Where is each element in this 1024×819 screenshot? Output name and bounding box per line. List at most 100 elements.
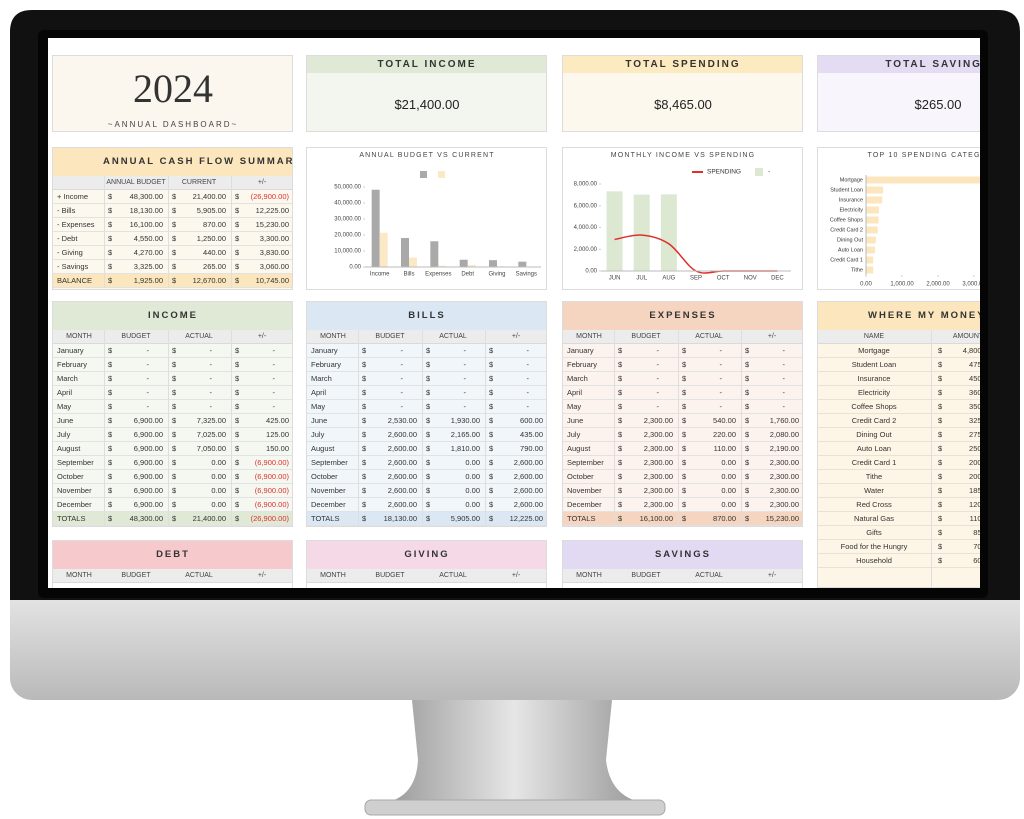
currency: $ bbox=[108, 360, 113, 369]
cell-value: 16,100.00 bbox=[639, 514, 673, 523]
currency: $ bbox=[362, 346, 367, 355]
row-label: TOTALS bbox=[57, 514, 86, 523]
row-label: + Income bbox=[57, 192, 89, 201]
cell-value: 150.00 bbox=[266, 444, 289, 453]
table-row bbox=[307, 386, 546, 400]
currency: $ bbox=[426, 500, 431, 509]
income-panel: INCOME MONTH BUDGET ACTUAL +/- January $ - $ - $ - F… bbox=[52, 301, 293, 527]
total-card: TOTAL SAVINGS $265.00 bbox=[817, 55, 980, 132]
row-label: February bbox=[57, 360, 88, 369]
bills-title-band bbox=[307, 302, 546, 330]
cell-value: 21,400.00 bbox=[192, 514, 226, 523]
currency: $ bbox=[172, 206, 177, 215]
table-row bbox=[53, 442, 292, 456]
cell-value: (6,900.00) bbox=[254, 486, 289, 495]
cell-value: 0.00 bbox=[465, 458, 480, 467]
expenses-panel: EXPENSES MONTH BUDGET ACTUAL +/- January $ - $ - $… bbox=[562, 301, 803, 527]
tick-label: 0.00 bbox=[585, 269, 597, 275]
column-header: ACTUAL bbox=[695, 572, 723, 579]
cell-value: - bbox=[146, 388, 150, 397]
debt-panel: DEBT MONTH BUDGET ACTUAL +/- bbox=[52, 540, 293, 588]
currency: $ bbox=[235, 220, 240, 229]
row-label: February bbox=[311, 360, 342, 369]
column-header: MONTH bbox=[320, 572, 346, 579]
category-label: Student Loan bbox=[830, 187, 863, 193]
tick-label: 6,000.00 bbox=[574, 203, 598, 209]
table-row bbox=[563, 400, 802, 414]
currency: $ bbox=[745, 402, 750, 411]
cell-value: 0.00 bbox=[211, 500, 226, 509]
currency: $ bbox=[108, 458, 113, 467]
bills-title: BILLS bbox=[408, 310, 446, 321]
savings-title: SAVINGS bbox=[654, 549, 712, 560]
cell-value: - bbox=[400, 346, 404, 355]
cell-value: 21,400.00 bbox=[192, 192, 226, 201]
category-label: Tithe bbox=[851, 267, 863, 273]
card-value: $265.00 bbox=[914, 97, 962, 112]
currency: $ bbox=[235, 206, 240, 215]
cell-value: - bbox=[272, 346, 276, 355]
currency: $ bbox=[362, 402, 367, 411]
row-label: June bbox=[311, 416, 328, 425]
currency: $ bbox=[938, 402, 943, 411]
currency: $ bbox=[172, 416, 177, 425]
currency: $ bbox=[108, 374, 113, 383]
tick-label: OCT bbox=[717, 276, 730, 282]
currency: $ bbox=[745, 458, 750, 467]
currency: $ bbox=[108, 472, 113, 481]
column-header: BUDGET bbox=[375, 572, 405, 579]
currency: $ bbox=[362, 514, 367, 523]
row-label: October bbox=[57, 472, 84, 481]
cell-value: 2,300.00 bbox=[769, 486, 799, 495]
row-name: Gifts bbox=[866, 528, 882, 537]
currency: $ bbox=[489, 374, 494, 383]
table-row bbox=[818, 540, 980, 554]
currency: $ bbox=[426, 486, 431, 495]
cell-value: 360.00 bbox=[969, 388, 980, 397]
currency: $ bbox=[172, 472, 177, 481]
cell-value: 1,810.00 bbox=[450, 444, 480, 453]
currency: $ bbox=[172, 374, 177, 383]
cell-value: - bbox=[272, 402, 276, 411]
currency: $ bbox=[682, 444, 687, 453]
currency: $ bbox=[618, 416, 623, 425]
cell-value: - bbox=[719, 360, 723, 369]
currency: $ bbox=[235, 234, 240, 243]
income-title-band bbox=[53, 302, 292, 330]
cell-value: 3,325.00 bbox=[133, 262, 163, 271]
currency: $ bbox=[235, 374, 240, 383]
bar bbox=[606, 191, 623, 271]
currency: $ bbox=[235, 514, 240, 523]
row-label: April bbox=[311, 388, 327, 397]
currency: $ bbox=[235, 472, 240, 481]
row-name: Insurance bbox=[857, 374, 891, 383]
cell-value: - bbox=[209, 374, 213, 383]
column-header: ACTUAL bbox=[185, 572, 213, 579]
currency: $ bbox=[362, 416, 367, 425]
column-header: ACTUAL bbox=[439, 572, 467, 579]
cell-value: 125.00 bbox=[266, 430, 289, 439]
table-row bbox=[307, 400, 546, 414]
cell-value: 2,300.00 bbox=[643, 472, 673, 481]
cell-value: - bbox=[463, 388, 467, 397]
table-row bbox=[818, 372, 980, 386]
chart-title: MONTHLY INCOME VS SPENDING bbox=[611, 152, 756, 159]
currency: $ bbox=[938, 500, 943, 509]
cell-value: 7,025.00 bbox=[196, 430, 226, 439]
table-row bbox=[53, 232, 292, 246]
cell-value: - bbox=[400, 388, 404, 397]
cell-value: 870.00 bbox=[203, 220, 226, 229]
currency: $ bbox=[235, 402, 240, 411]
row-name: Tithe bbox=[865, 472, 883, 481]
cell-value: 2,600.00 bbox=[387, 444, 417, 453]
cell-value: - bbox=[526, 374, 530, 383]
column-header: ACTUAL bbox=[185, 333, 213, 340]
currency: $ bbox=[745, 346, 750, 355]
cell-value: 2,300.00 bbox=[643, 486, 673, 495]
currency: $ bbox=[362, 458, 367, 467]
column-header: +/- bbox=[257, 572, 267, 579]
category-label: Coffee Shops bbox=[830, 217, 863, 223]
chart: MONTHLY INCOME VS SPENDING 0.00 2,000.00 4,… bbox=[574, 152, 791, 282]
cell-value: 0.00 bbox=[721, 486, 736, 495]
table-row bbox=[818, 512, 980, 526]
